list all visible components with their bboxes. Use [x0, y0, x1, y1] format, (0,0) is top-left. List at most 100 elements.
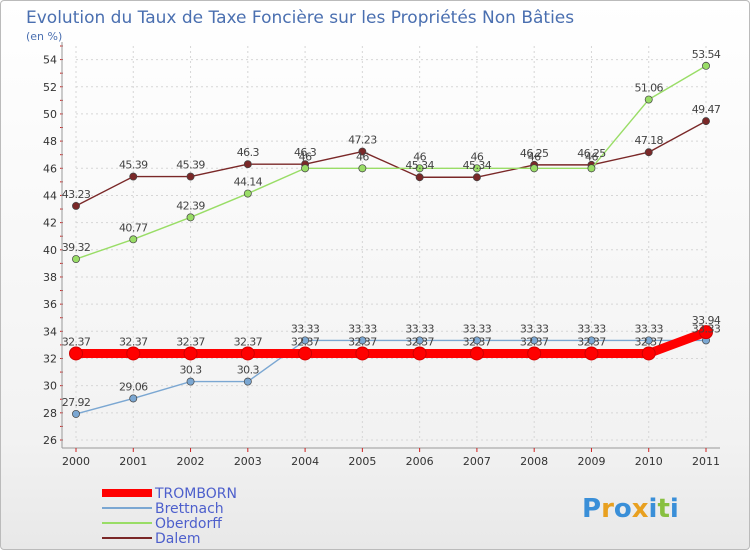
data-point [644, 148, 653, 157]
data-label: 32.37 [176, 335, 205, 348]
y-tick-label: 32 [43, 352, 57, 365]
data-label: 46.3 [237, 146, 260, 159]
data-label: 46 [413, 150, 426, 163]
logo-letter: o [614, 494, 632, 524]
legend-label: Dalem [155, 531, 201, 547]
data-point [358, 336, 367, 345]
axes: 26 28 30 32 34 36 38 40 42 44 46 48 50 52 54 2000 2001 20… [43, 42, 720, 468]
data-label: 32.37 [119, 335, 148, 348]
data-label: 29.06 [119, 380, 148, 393]
logo-letter: i [649, 494, 658, 524]
data-point [243, 160, 252, 169]
logo-text: Proxiti [582, 494, 679, 524]
logo-letter: r [601, 494, 614, 524]
data-label: 33.33 [634, 322, 663, 335]
data-point [243, 189, 252, 198]
data-point [472, 336, 481, 345]
data-point [301, 336, 310, 345]
data-point [587, 164, 596, 173]
data-label: 33.33 [405, 322, 434, 335]
legend-label: Brettnach [155, 501, 224, 517]
y-tick-label: 28 [43, 407, 57, 420]
y-tick-label: 34 [43, 325, 57, 338]
data-label: 45.39 [119, 159, 148, 172]
data-point [644, 336, 653, 345]
data-label: 46.3 [294, 146, 317, 159]
x-tick-label: 2011 [692, 455, 720, 468]
y-tick-label: 36 [43, 298, 57, 311]
data-label: 32.37 [463, 335, 492, 348]
data-label: 27.92 [62, 396, 91, 409]
data-point [472, 173, 481, 182]
x-tick-label: 2000 [62, 455, 90, 468]
logo-letter: P [582, 494, 601, 524]
data-label: 32.37 [634, 335, 663, 348]
data-label: 33.33 [577, 322, 606, 335]
data-point [69, 346, 83, 361]
data-label: 33.33 [291, 322, 320, 335]
data-label: 51.06 [634, 82, 663, 95]
y-tick-label: 54 [43, 54, 57, 67]
data-label: 32.37 [577, 335, 606, 348]
chart-title: Evolution du Taux de Taxe Foncière sur l… [26, 8, 574, 28]
data-point [530, 164, 539, 173]
data-point [358, 164, 367, 173]
data-point [243, 377, 252, 386]
data-point [298, 346, 313, 361]
data-label: 32.37 [348, 335, 377, 348]
series-tromborn [69, 325, 713, 361]
data-label: 40.77 [119, 221, 148, 234]
series-line-oberdorff [75, 65, 707, 260]
y-tick-label: 48 [43, 135, 57, 148]
data-label: 46.25 [520, 147, 549, 160]
data-point [355, 346, 370, 361]
proxiti-logo: Proxiti [582, 494, 679, 524]
data-label: 33.33 [692, 322, 721, 335]
data-label: 49.47 [692, 103, 721, 116]
y-tick-label: 50 [43, 108, 57, 121]
data-point [186, 377, 195, 386]
data-label: 46 [528, 150, 541, 163]
data-label: 33.33 [520, 322, 549, 335]
series-oberdorff [72, 61, 710, 263]
legend-entry-dalem: Dalem [102, 531, 201, 547]
data-label: 44.14 [234, 176, 263, 189]
grid [75, 46, 707, 441]
legend-entry-brettnach: Brettnach [102, 501, 224, 517]
data-point [301, 164, 310, 173]
y-tick-label: 46 [43, 162, 57, 175]
data-point [358, 147, 367, 156]
data-point [587, 336, 596, 345]
logo-letter: i [670, 494, 679, 524]
data-label: 33.94 [692, 314, 721, 327]
data-point [527, 346, 542, 361]
data-label: 45.34 [463, 159, 492, 172]
x-tick-label: 2001 [119, 455, 147, 468]
data-label: 33.33 [463, 322, 492, 335]
legend-entry-tromborn: TROMBORN [102, 486, 237, 502]
data-point [183, 346, 198, 361]
y-tick-label: 42 [43, 217, 57, 230]
data-label: 47.23 [348, 134, 377, 147]
data-point [530, 336, 539, 345]
x-tick-label: 2002 [177, 455, 205, 468]
data-point [129, 172, 138, 181]
data-label: 45.39 [176, 159, 205, 172]
y-tick-label: 44 [43, 189, 57, 202]
x-tick-label: 2004 [291, 455, 319, 468]
x-tick-label: 2009 [577, 455, 605, 468]
data-label: 32.37 [291, 335, 320, 348]
series-brettnach [72, 336, 710, 418]
data-label: 47.18 [634, 134, 663, 147]
data-point [415, 164, 424, 173]
data-point [186, 213, 195, 222]
x-tick-label: 2010 [635, 455, 663, 468]
data-label: 39.32 [62, 241, 91, 254]
data-point [702, 61, 710, 70]
data-point [186, 172, 195, 181]
data-point [72, 201, 80, 210]
data-point [644, 95, 653, 104]
y-tick-label: 52 [43, 81, 57, 94]
